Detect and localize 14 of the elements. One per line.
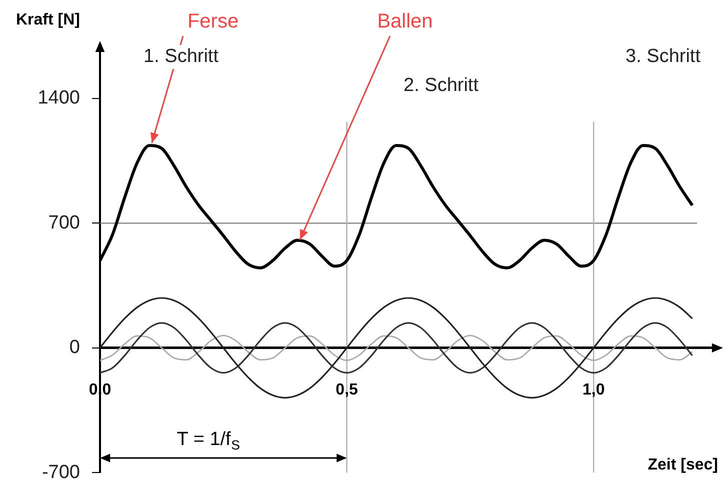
- annotation: Ballen: [377, 10, 433, 33]
- y-tick-label: -700: [42, 462, 80, 483]
- annotation: Ferse: [187, 10, 239, 33]
- x-tick-label: 0,5: [336, 381, 358, 398]
- line-series: [100, 322, 694, 374]
- annotation: 1. Schritt: [144, 46, 220, 68]
- annotation: 2. Schritt: [404, 75, 480, 96]
- y-tick-label: 700: [48, 212, 80, 234]
- y-tick-label: 0: [69, 337, 80, 358]
- y-axis-title: Kraft [N]: [16, 11, 80, 28]
- x-axis-title: Zeit [sec]: [648, 456, 718, 474]
- annotation: 3. Schritt: [626, 46, 702, 68]
- y-tick-label: 1400: [38, 88, 80, 109]
- x-tick-label: 1,0: [582, 381, 605, 398]
